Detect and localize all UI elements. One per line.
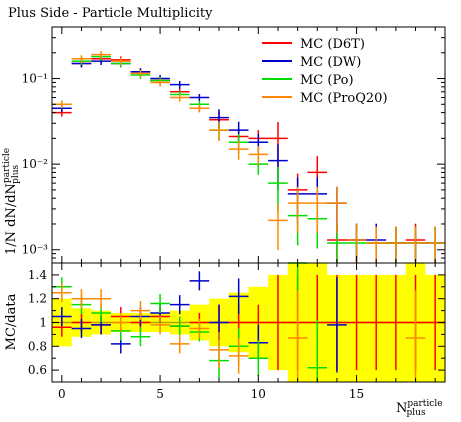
x-axis-label: Nparticle plus bbox=[396, 399, 443, 418]
legend-item-mc-d6t: MC (D6T) bbox=[262, 37, 365, 52]
series-mc-d6t bbox=[52, 55, 445, 263]
legend-item-mc-po: MC (Po) bbox=[262, 73, 354, 88]
ratio-series-mc-proq20 bbox=[52, 283, 426, 382]
ratio-y-tick-label: 1.4 bbox=[28, 268, 47, 282]
legend-label: MC (D6T) bbox=[300, 37, 365, 52]
legend-item-mc-proq20: MC (ProQ20) bbox=[262, 91, 388, 106]
axes-ticks-and-labels: 0 5 10 15 10⁻¹ 10⁻² 10⁻³ 0.6 0.8 1 1.2 1.4 1/N dN/dN… bbox=[2, 26, 445, 418]
ratio-y-tick-label: 0.8 bbox=[28, 339, 47, 353]
y-tick-label: 10⁻³ bbox=[22, 243, 49, 257]
series-mc-dw bbox=[52, 57, 445, 263]
series-mc-proq20 bbox=[52, 51, 445, 263]
y-tick-label: 10⁻² bbox=[22, 157, 49, 171]
legend-label: MC (Po) bbox=[300, 73, 354, 88]
main-plot-layers bbox=[52, 51, 445, 263]
chart-title: Plus Side - Particle Multiplicity bbox=[8, 6, 213, 21]
series-mc-po bbox=[52, 53, 445, 263]
x-tick-label: 15 bbox=[349, 387, 364, 401]
legend-item-mc-dw: MC (DW) bbox=[262, 55, 361, 70]
ratio-y-tick-label: 1.2 bbox=[28, 292, 47, 306]
x-tick-label: 10 bbox=[251, 387, 266, 401]
ratio-plot-layers bbox=[52, 262, 445, 382]
y-tick-label: 10⁻¹ bbox=[22, 72, 48, 86]
x-tick-label: 5 bbox=[156, 387, 164, 401]
y-axis-label: 1/N dN/dNparticleplus bbox=[2, 148, 21, 255]
legend: MC (D6T) MC (DW) MC (Po) MC (ProQ20) bbox=[262, 37, 388, 106]
legend-label: MC (DW) bbox=[300, 55, 361, 70]
main-plot-frame bbox=[51, 26, 446, 264]
ratio-y-tick-label: 1 bbox=[39, 316, 47, 330]
x-tick-label: 0 bbox=[58, 387, 66, 401]
ratio-y-axis-label: MC/data bbox=[4, 293, 19, 350]
ratio-y-tick-label: 0.6 bbox=[28, 363, 47, 377]
legend-label: MC (ProQ20) bbox=[300, 91, 388, 106]
